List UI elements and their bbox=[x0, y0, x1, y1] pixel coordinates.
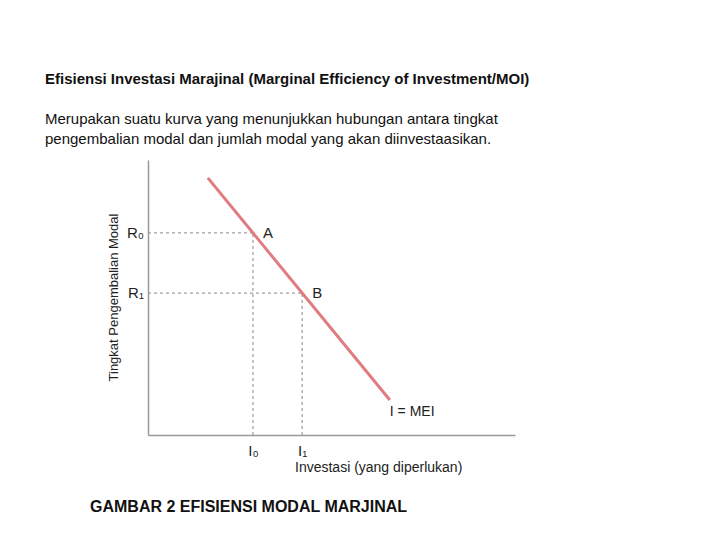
tick: R₀ bbox=[127, 224, 148, 241]
x-axis: I₀ I₁ bbox=[149, 435, 516, 459]
annotation-label: B bbox=[312, 284, 322, 301]
guide-horizontal bbox=[148, 293, 302, 294]
x-axis-title: Investasi (yang diperlukan) bbox=[295, 459, 462, 475]
tick: I₀ bbox=[248, 435, 258, 459]
tick: R₁ bbox=[128, 284, 148, 301]
y-axis-title: Tingkat Pengembalian Modal bbox=[106, 213, 121, 381]
tick-label: I₀ bbox=[248, 442, 258, 459]
plot bbox=[208, 178, 390, 400]
subtitle: pengembalian modal dan jumlah modal yang… bbox=[45, 130, 491, 147]
tick-label: R₁ bbox=[128, 284, 144, 301]
chart: Efisiensi Investasi Marajinal (Marginal … bbox=[0, 0, 720, 540]
tick-label: R₀ bbox=[127, 224, 144, 241]
caption: GAMBAR 2 EFISIENSI MODAL MARJINAL bbox=[90, 498, 407, 515]
guide-vertical bbox=[302, 293, 303, 435]
title: Efisiensi Investasi Marajinal (Marginal … bbox=[45, 70, 529, 87]
axis-line bbox=[149, 435, 516, 437]
y-axis: R₀ R₁ bbox=[127, 161, 149, 436]
axis-line bbox=[148, 161, 150, 436]
tick: I₁ bbox=[298, 435, 307, 459]
guide-vertical bbox=[252, 233, 253, 435]
tick-label: I₁ bbox=[298, 442, 307, 459]
annotation-label: A bbox=[263, 224, 273, 241]
guide-horizontal bbox=[148, 232, 253, 233]
series-line bbox=[208, 178, 390, 400]
series-label: I = MEI bbox=[390, 403, 435, 419]
subtitle: Merupakan suatu kurva yang menunjukkan h… bbox=[45, 110, 499, 127]
